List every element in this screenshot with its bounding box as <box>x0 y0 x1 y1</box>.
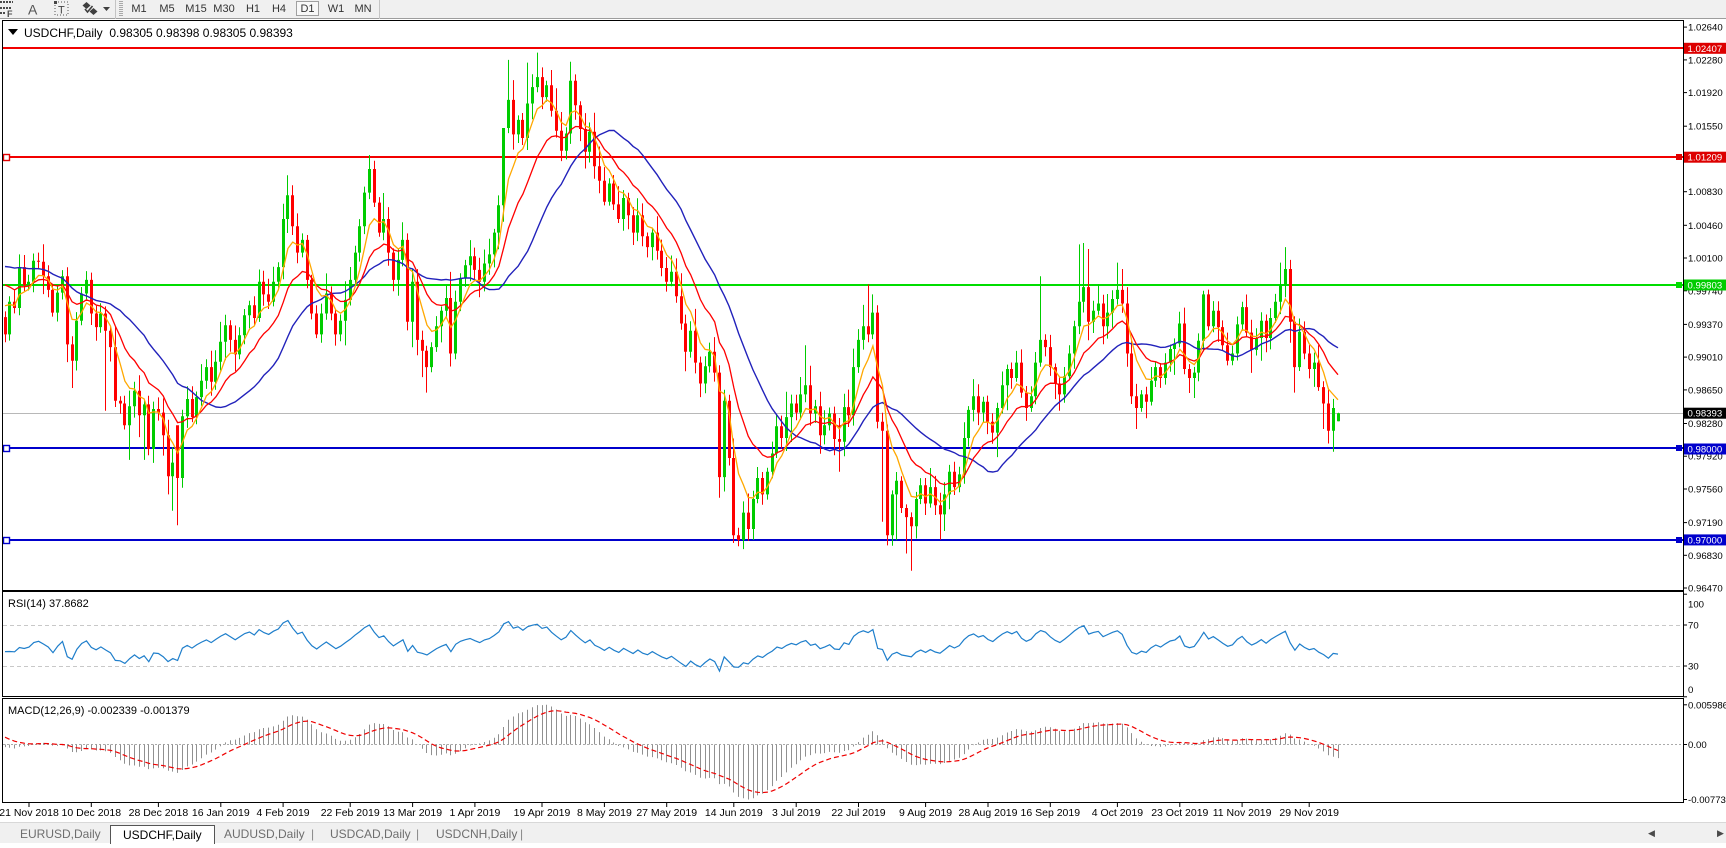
svg-text:19 Apr 2019: 19 Apr 2019 <box>514 807 571 819</box>
svg-text:10 Dec 2018: 10 Dec 2018 <box>62 807 122 819</box>
svg-text:1.00100: 1.00100 <box>1688 254 1723 265</box>
svg-text:0.97920: 0.97920 <box>1688 452 1723 463</box>
svg-text:1.02640: 1.02640 <box>1688 23 1723 34</box>
svg-text:1.00460: 1.00460 <box>1688 221 1723 232</box>
svg-text:1.02280: 1.02280 <box>1688 55 1723 66</box>
svg-text:28 Aug 2019: 28 Aug 2019 <box>959 807 1018 819</box>
svg-text:RSI(14) 37.8682: RSI(14) 37.8682 <box>8 598 89 610</box>
svg-text:0.96470: 0.96470 <box>1688 584 1723 595</box>
svg-text:1.00830: 1.00830 <box>1688 187 1723 198</box>
svg-text:4 Feb 2019: 4 Feb 2019 <box>257 807 310 819</box>
svg-text:1.01550: 1.01550 <box>1688 122 1723 133</box>
svg-text:0.99740: 0.99740 <box>1688 286 1723 297</box>
svg-text:23 Oct 2019: 23 Oct 2019 <box>1151 807 1208 819</box>
svg-text:0.98000: 0.98000 <box>1688 445 1723 456</box>
svg-text:16 Sep 2019: 16 Sep 2019 <box>1021 807 1081 819</box>
svg-text:3 Jul 2019: 3 Jul 2019 <box>772 807 821 819</box>
svg-text:A: A <box>28 2 38 18</box>
svg-text:USDCHF,Daily 0.98305 0.98398: USDCHF,Daily 0.98305 0.98398 0.98305 0.9… <box>24 26 293 40</box>
svg-text:F: F <box>7 9 13 19</box>
svg-text:T: T <box>58 5 65 17</box>
svg-text:4 Oct 2019: 4 Oct 2019 <box>1092 807 1144 819</box>
svg-text:MACD(12,26,9) -0.002339 -0.001: MACD(12,26,9) -0.002339 -0.001379 <box>8 705 190 717</box>
svg-text:1.01209: 1.01209 <box>1688 153 1723 164</box>
svg-text:8 May 2019: 8 May 2019 <box>577 807 632 819</box>
svg-text:0.005986: 0.005986 <box>1688 700 1726 711</box>
svg-text:9 Aug 2019: 9 Aug 2019 <box>899 807 952 819</box>
svg-text:1 Apr 2019: 1 Apr 2019 <box>450 807 501 819</box>
svg-text:22 Feb 2019: 22 Feb 2019 <box>321 807 380 819</box>
svg-text:70: 70 <box>1688 621 1699 632</box>
svg-text:100: 100 <box>1688 600 1704 611</box>
svg-text:0.99010: 0.99010 <box>1688 353 1723 364</box>
svg-text:14 Jun 2019: 14 Jun 2019 <box>705 807 763 819</box>
svg-text:0.97000: 0.97000 <box>1688 535 1723 546</box>
svg-text:0.96830: 0.96830 <box>1688 551 1723 562</box>
svg-text:0.98393: 0.98393 <box>1688 409 1723 420</box>
svg-text:28 Dec 2018: 28 Dec 2018 <box>129 807 189 819</box>
svg-text:0.99803: 0.99803 <box>1688 281 1723 292</box>
svg-text:0: 0 <box>1688 685 1693 696</box>
svg-text:16 Jan 2019: 16 Jan 2019 <box>192 807 250 819</box>
svg-text:0.98650: 0.98650 <box>1688 385 1723 396</box>
svg-text:29 Nov 2019: 29 Nov 2019 <box>1279 807 1339 819</box>
svg-text:21 Nov 2018: 21 Nov 2018 <box>0 807 59 819</box>
svg-text:0.99370: 0.99370 <box>1688 320 1723 331</box>
svg-text:11 Nov 2019: 11 Nov 2019 <box>1213 807 1272 819</box>
svg-text:0.97560: 0.97560 <box>1688 485 1723 496</box>
svg-text:1.02407: 1.02407 <box>1688 44 1723 55</box>
svg-text:30: 30 <box>1688 662 1699 673</box>
svg-text:27 May 2019: 27 May 2019 <box>636 807 697 819</box>
svg-text:-0.007737: -0.007737 <box>1688 795 1726 806</box>
svg-text:0.97190: 0.97190 <box>1688 518 1723 529</box>
svg-text:13 Mar 2019: 13 Mar 2019 <box>383 807 442 819</box>
svg-text:0.98280: 0.98280 <box>1688 419 1723 430</box>
svg-text:1.01920: 1.01920 <box>1688 88 1723 99</box>
svg-text:0.00: 0.00 <box>1688 740 1707 751</box>
svg-text:22 Jul 2019: 22 Jul 2019 <box>831 807 885 819</box>
